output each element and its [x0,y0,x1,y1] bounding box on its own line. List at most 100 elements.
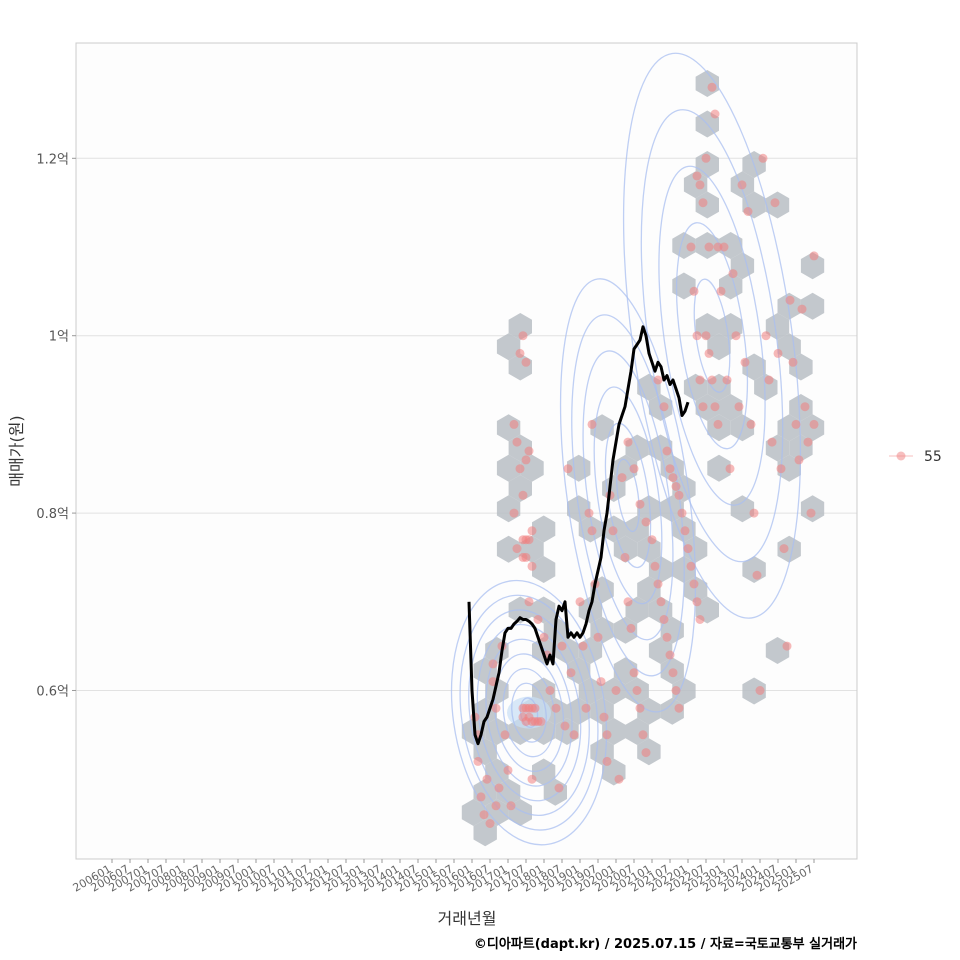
hex-cell [532,556,556,583]
data-point [746,419,756,429]
data-point [698,402,708,412]
hex-cell [742,677,766,705]
data-point [785,295,795,305]
data-point [593,632,603,642]
data-point [476,792,486,802]
data-point [680,526,690,536]
data-point [710,402,720,412]
data-point [725,464,735,474]
data-point [668,668,678,678]
scatter-points [470,82,819,828]
hex-cell [777,292,801,320]
data-point [707,375,717,385]
data-point [731,331,741,341]
hex-cell [532,515,556,543]
data-point [521,455,531,465]
hex-cell [660,495,684,523]
data-point [659,402,669,412]
data-point [473,756,483,766]
data-point [791,419,801,429]
data-point [800,402,810,412]
data-point [629,464,639,474]
density-contour [476,623,582,802]
data-point [674,490,684,500]
data-point [737,180,747,190]
data-point [608,526,618,536]
data-point [527,526,537,536]
data-point [734,402,744,412]
data-point [524,535,534,545]
data-point [569,730,579,740]
density-contour [622,52,802,619]
y-tick-label: 1억 [49,330,69,345]
hex-cell [672,677,696,705]
data-point [710,109,720,119]
data-point [518,331,528,341]
data-point [557,641,567,651]
data-point [779,544,789,554]
data-point [635,703,645,713]
data-point [566,668,576,678]
data-point [623,597,633,607]
data-point [518,490,528,500]
data-point [707,82,717,92]
data-point [704,348,714,358]
data-point [788,357,798,367]
data-point [773,348,783,358]
data-point [809,251,819,261]
data-point [668,473,678,483]
x-axis: 2006012006072007012007072008012008072009… [71,859,816,895]
hex-cell [496,535,521,563]
hex-cell [672,232,696,259]
data-point [809,419,819,429]
data-point [749,508,759,518]
data-point [545,686,555,695]
data-point [575,597,585,607]
data-point [635,499,645,509]
data-point [515,348,525,358]
data-point [536,717,546,726]
data-point [602,730,612,740]
data-point [806,508,816,518]
y-tick-label: 0.8억 [36,507,69,522]
hex-cell [800,252,825,280]
data-point [701,153,711,163]
density-contour [582,350,674,641]
data-point [713,419,723,429]
data-point [527,774,537,784]
data-point [674,703,684,713]
data-point [698,198,708,208]
data-point [650,561,660,571]
data-point [689,286,699,296]
data-point [677,508,687,518]
data-point [764,375,774,385]
hex-cell [496,454,521,482]
data-point [743,207,753,216]
data-point [662,446,672,456]
data-point [659,615,669,624]
data-point [581,703,591,713]
y-tick-label: 0.6억 [36,684,69,699]
data-point [521,552,531,562]
legend-label-55: 55 [924,449,942,465]
data-point [647,535,657,545]
data-point [695,375,705,385]
density-contour [459,594,599,831]
data-point [515,464,525,474]
data-point [692,331,702,341]
data-point [560,721,570,731]
data-point [656,597,666,607]
data-point [587,419,597,429]
density-contour [450,579,608,846]
trend-line [467,325,690,746]
data-point [578,641,588,651]
data-point [740,357,750,367]
data-point [638,730,648,740]
hex-cell [719,394,743,421]
data-point [629,668,639,678]
data-point [716,286,726,296]
hex-cell [777,535,801,563]
data-point [539,632,549,642]
data-point [527,561,537,571]
